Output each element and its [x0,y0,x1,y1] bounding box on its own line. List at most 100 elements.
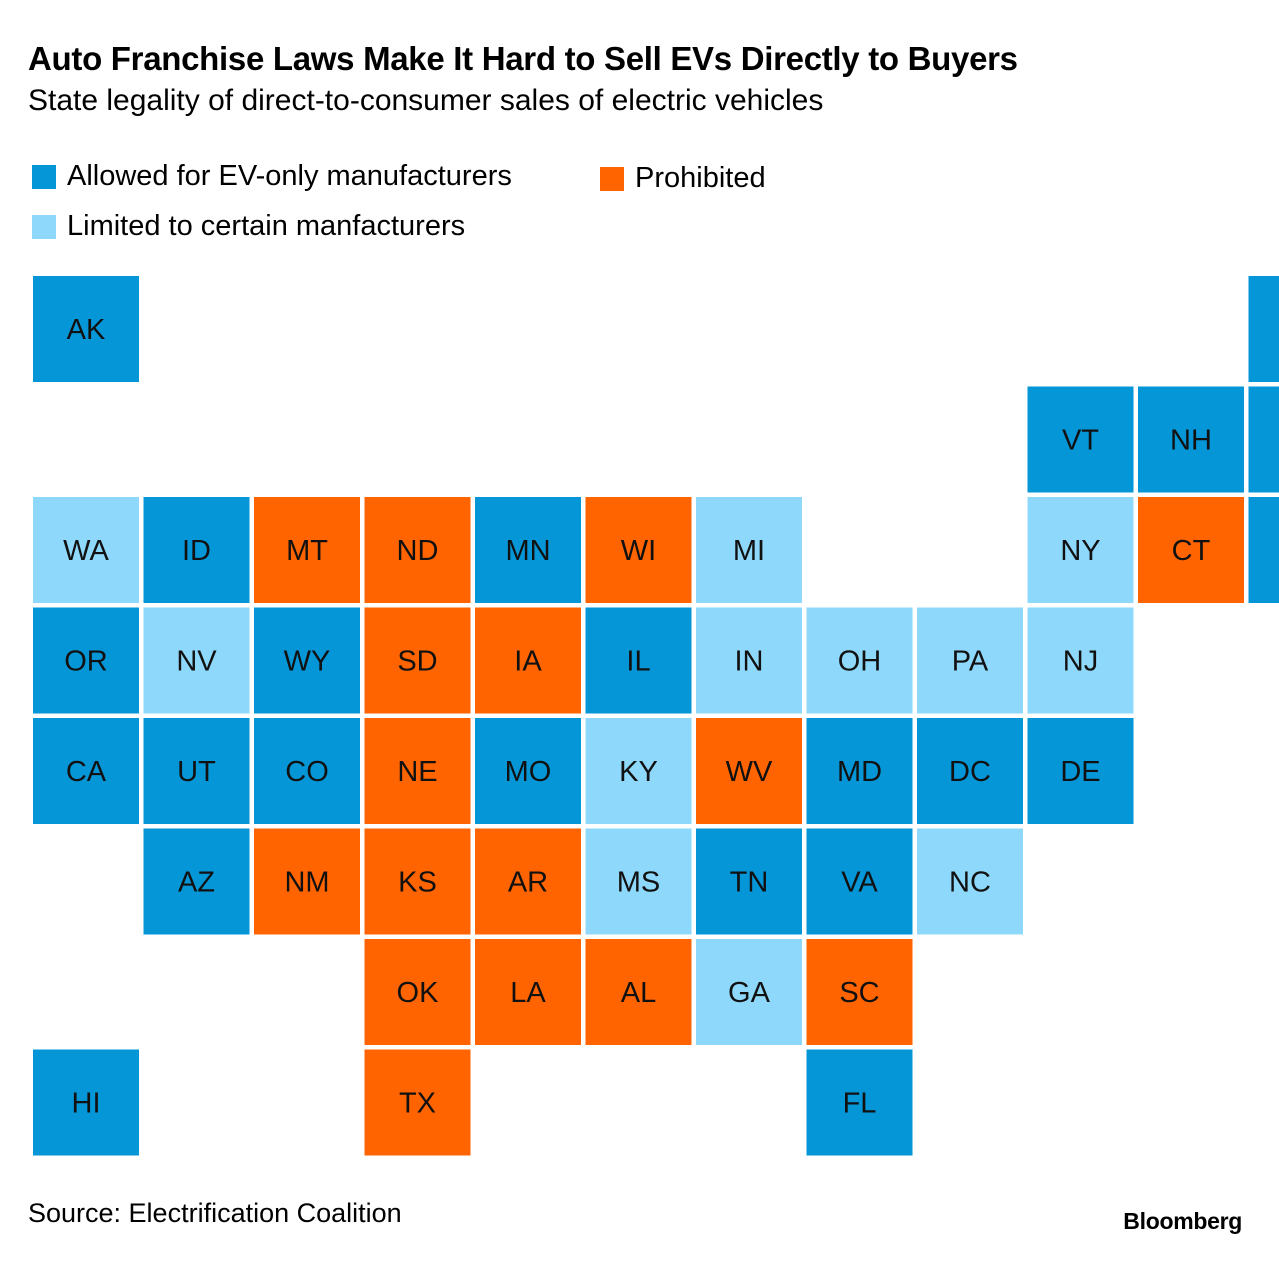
tile-label-fl: FL [843,1088,877,1120]
tile-label-tx: TX [399,1088,436,1120]
tile-rect-nd [364,497,471,603]
tile-label-or: OR [64,646,108,678]
tile-ga: GA [696,939,802,1045]
tile-label-dc: DC [949,756,991,788]
tile-label-ct: CT [1172,535,1211,567]
tile-in: IN [696,607,802,714]
tile-il: IL [585,607,692,714]
tile-wa: WA [33,497,139,603]
tile-mi: MI [696,497,802,603]
tile-ms: MS [585,828,692,935]
tile-rect-ia [475,607,581,714]
tile-nv: NV [143,607,250,714]
tile-mn: MN [475,497,581,603]
tile-rect-tn [696,828,802,935]
tile-vt: VT [1027,386,1134,493]
legend-item-limited: Limited to certain manfacturers [32,210,465,243]
tile-label-ms: MS [617,867,661,899]
tile-rect-or [33,607,139,714]
tile-ca: CA [33,718,139,824]
tile-md: MD [806,718,913,824]
source-note: Source: Electrification Coalition [28,1198,402,1228]
tile-label-mi: MI [733,535,765,567]
tile-rect-ga [696,939,802,1045]
tile-rect-tx [364,1049,471,1156]
tile-ak: AK [33,276,139,382]
tile-rect-wv [696,718,802,824]
tile-va: VA [806,828,913,935]
chart-title: Auto Franchise Laws Make It Hard to Sell… [28,40,1018,77]
tile-nm: NM [254,828,360,935]
tile-id: ID [143,497,250,603]
tile-label-ut: UT [177,756,216,788]
tile-rect-in [696,607,802,714]
tile-rect-ny [1027,497,1134,603]
tile-label-md: MD [837,756,882,788]
tile-label-sc: SC [839,977,879,1009]
tile-label-sd: SD [397,646,437,678]
tile-label-al: AL [621,977,656,1009]
tile-rect-de [1027,718,1134,824]
legend-item-allowed: Allowed for EV-only manufacturers [32,160,512,193]
tile-rect-mi [696,497,802,603]
tile-rect-nm [254,828,360,935]
tile-ar: AR [475,828,581,935]
tile-rect-la [475,939,581,1045]
tile-label-ak: AK [67,314,106,346]
tile-label-wv: WV [726,756,773,788]
tile-label-nh: NH [1170,425,1212,457]
tile-label-va: VA [841,867,878,899]
tile-or: OR [33,607,139,714]
tile-mo: MO [475,718,581,824]
tile-label-oh: OH [838,646,882,678]
tile-rect-hi [33,1049,139,1156]
tile-ok: OK [364,939,471,1045]
tile-rect-nj [1027,607,1134,714]
tile-label-mt: MT [286,535,328,567]
tile-label-nd: ND [397,535,439,567]
tile-label-de: DE [1060,756,1100,788]
tile-al: AL [585,939,692,1045]
tile-rect-me [1248,276,1279,382]
tile-label-il: IL [626,646,650,678]
tile-ct: CT [1138,497,1244,603]
legend-label-allowed: Allowed for EV-only manufacturers [67,160,512,192]
tile-rect-sc [806,939,913,1045]
tile-rect-dc [917,718,1023,824]
tile-label-ar: AR [508,867,548,899]
tile-label-nm: NM [284,867,329,899]
tile-label-wa: WA [63,535,109,567]
tile-de: DE [1027,718,1134,824]
tile-label-hi: HI [72,1088,101,1120]
tile-mt: MT [254,497,360,603]
tile-rect-wy [254,607,360,714]
legend-swatch-allowed [32,164,56,189]
tile-wi: WI [585,497,692,603]
tile-rect-ms [585,828,692,935]
legend-label-limited: Limited to certain manfacturers [67,210,466,242]
tile-label-nc: NC [949,867,991,899]
tile-label-wy: WY [284,646,331,678]
tile-label-vt: VT [1062,425,1099,457]
tile-label-pa: PA [952,646,989,678]
tile-ky: KY [585,718,692,824]
tile-rect-ma [1248,386,1279,493]
tile-label-tn: TN [730,867,769,899]
tile-label-ga: GA [728,977,771,1009]
tile-label-ok: OK [397,977,440,1009]
tile-label-nj: NJ [1063,646,1098,678]
tile-sc: SC [806,939,913,1045]
legend-swatch-prohibited [600,166,624,191]
legend-label-prohibited: Prohibited [635,162,766,194]
tile-rect-nv [143,607,250,714]
tile-rect-md [806,718,913,824]
tile-rect-sd [364,607,471,714]
tile-nh: NH [1138,386,1244,493]
tile-sd: SD [364,607,471,714]
tile-label-ky: KY [619,756,658,788]
tile-oh: OH [806,607,913,714]
tile-rect-ky [585,718,692,824]
legend-swatch-limited [32,214,56,239]
tile-ma: MA [1248,386,1279,493]
tile-rect-ar [475,828,581,935]
